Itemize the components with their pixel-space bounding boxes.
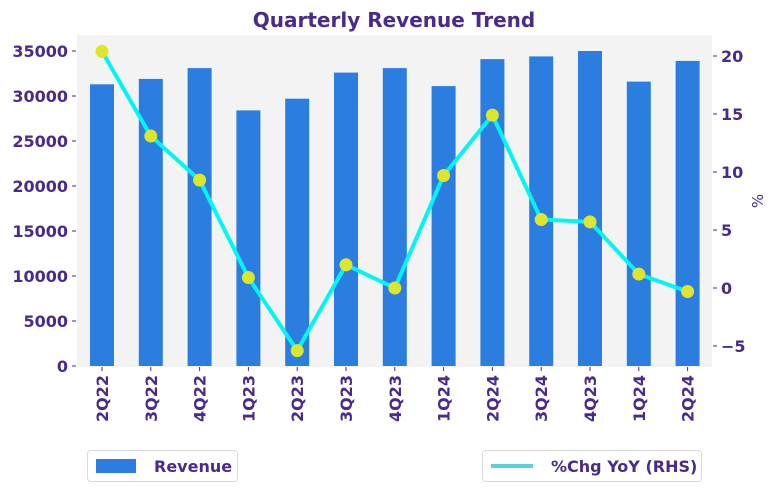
bar-3Q24	[529, 56, 554, 367]
y2-axis-label: %	[749, 194, 767, 208]
bar-1Q23	[236, 110, 261, 367]
bar-3Q22	[138, 78, 163, 367]
yoy-point-4Q23	[583, 215, 597, 229]
bar-2Q23	[285, 98, 310, 366]
x-tick-label: 2Q22	[93, 375, 112, 422]
yoy-point-2Q24	[681, 284, 695, 298]
x-tick-label: 2Q24	[679, 375, 698, 422]
bar-2Q24	[675, 60, 700, 367]
bar-2Q22	[90, 84, 114, 367]
yoy-point-3Q23	[339, 258, 353, 272]
yoy-point-3Q24	[534, 213, 548, 227]
y2-tick-label: 20	[721, 47, 743, 66]
y2-tick-label: −5	[721, 337, 746, 356]
y-tick-label: 10000	[12, 267, 68, 286]
yoy-point-3Q22	[144, 129, 158, 143]
legend-bar-swatch	[96, 459, 136, 473]
x-tick-label: 3Q22	[142, 375, 161, 422]
yoy-point-2Q22	[95, 44, 109, 58]
y2-tick-label: 10	[721, 163, 743, 182]
chart-title: Quarterly Revenue Trend	[253, 8, 535, 32]
legend-revenue: Revenue	[87, 450, 238, 482]
y2-tick-label: 0	[721, 279, 732, 298]
x-tick-label: 3Q23	[337, 375, 356, 422]
y-tick-label: 15000	[12, 222, 68, 241]
yoy-point-2Q23	[290, 344, 304, 358]
yoy-point-1Q24	[632, 267, 646, 281]
bar-1Q24	[626, 81, 651, 366]
yoy-point-1Q24	[437, 168, 451, 182]
yoy-point-2Q24	[485, 108, 499, 122]
bar-1Q24	[431, 86, 456, 366]
yoy-point-1Q23	[241, 271, 255, 285]
x-tick-label: 2Q24	[483, 375, 502, 422]
legend-label: Revenue	[154, 456, 233, 476]
legend-label: %Chg YoY (RHS)	[551, 456, 698, 476]
bar-3Q23	[334, 72, 358, 366]
x-tick-label: 4Q22	[191, 375, 210, 422]
x-tick-label: 2Q23	[288, 375, 307, 422]
yoy-point-4Q23	[388, 281, 402, 295]
x-tick-label: 4Q23	[386, 375, 405, 422]
x-tick-label: 4Q23	[581, 375, 600, 422]
y2-tick-label: 15	[721, 105, 743, 124]
y-tick-label: 20000	[12, 177, 68, 196]
bar-4Q23	[382, 68, 407, 366]
legend-line-swatch	[491, 464, 533, 468]
y-tick-label: 5000	[23, 312, 68, 331]
y-tick-label: 35000	[12, 42, 68, 61]
legend-yoy: %Chg YoY (RHS)	[482, 450, 702, 482]
y-tick-label: 25000	[12, 132, 68, 151]
x-tick-label: 3Q24	[532, 375, 551, 422]
x-tick-label: 1Q24	[630, 375, 649, 422]
x-tick-label: 1Q23	[239, 375, 258, 422]
y-tick-label: 0	[57, 357, 68, 376]
x-tick-label: 1Q24	[435, 375, 454, 422]
bar-4Q22	[187, 68, 212, 366]
bar-4Q23	[578, 51, 602, 366]
bar-2Q24	[480, 59, 505, 366]
y2-tick-label: 5	[721, 221, 732, 240]
yoy-point-4Q22	[193, 173, 207, 187]
y-tick-label: 30000	[12, 87, 68, 106]
